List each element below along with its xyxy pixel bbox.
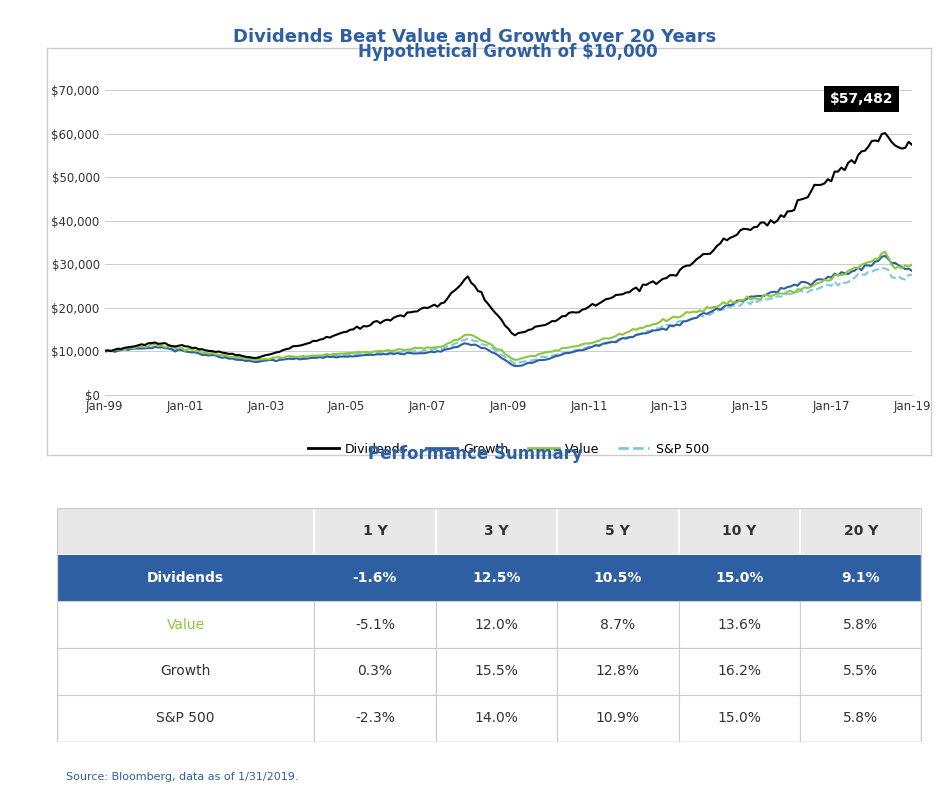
- Bar: [436, 601, 557, 648]
- Bar: [678, 508, 800, 555]
- Bar: [57, 601, 314, 648]
- Text: Dividends Beat Value and Growth over 20 Years: Dividends Beat Value and Growth over 20 …: [234, 28, 716, 46]
- Text: 5.8%: 5.8%: [844, 617, 879, 632]
- Bar: [800, 508, 922, 555]
- Bar: [57, 695, 314, 742]
- Text: 12.5%: 12.5%: [472, 571, 521, 585]
- Legend: Dividends, Growth, Value, S&P 500: Dividends, Growth, Value, S&P 500: [303, 438, 713, 460]
- Text: Source: Bloomberg, data as of 1/31/2019.: Source: Bloomberg, data as of 1/31/2019.: [66, 772, 299, 782]
- Title: Hypothetical Growth of $10,000: Hypothetical Growth of $10,000: [358, 44, 658, 61]
- Bar: [557, 648, 678, 695]
- Bar: [557, 508, 678, 555]
- Text: 20 Y: 20 Y: [844, 524, 878, 538]
- Text: 3 Y: 3 Y: [484, 524, 508, 538]
- Bar: [436, 555, 557, 601]
- Text: Value: Value: [166, 617, 204, 632]
- Text: 16.2%: 16.2%: [717, 664, 761, 679]
- Bar: [800, 648, 922, 695]
- Text: -1.6%: -1.6%: [352, 571, 397, 585]
- Bar: [557, 695, 678, 742]
- Bar: [678, 695, 800, 742]
- Bar: [436, 648, 557, 695]
- Text: 5.5%: 5.5%: [844, 664, 878, 679]
- Text: 5.8%: 5.8%: [844, 711, 879, 725]
- Text: -2.3%: -2.3%: [355, 711, 395, 725]
- Text: Performance Summary: Performance Summary: [368, 446, 582, 463]
- Text: 10.5%: 10.5%: [594, 571, 642, 585]
- Bar: [314, 601, 436, 648]
- Text: $57,482: $57,482: [829, 92, 893, 106]
- Bar: [57, 648, 314, 695]
- Text: 15.0%: 15.0%: [715, 571, 764, 585]
- Bar: [800, 601, 922, 648]
- Text: 5 Y: 5 Y: [605, 524, 630, 538]
- Text: 12.0%: 12.0%: [474, 617, 519, 632]
- Text: S&P 500: S&P 500: [157, 711, 215, 725]
- Text: 9.1%: 9.1%: [842, 571, 880, 585]
- Bar: [557, 555, 678, 601]
- Text: 10 Y: 10 Y: [722, 524, 756, 538]
- Bar: [314, 695, 436, 742]
- Text: 10.9%: 10.9%: [596, 711, 640, 725]
- Bar: [436, 695, 557, 742]
- Bar: [678, 601, 800, 648]
- Text: -5.1%: -5.1%: [355, 617, 395, 632]
- Text: 15.5%: 15.5%: [474, 664, 519, 679]
- Text: 12.8%: 12.8%: [596, 664, 640, 679]
- Text: 14.0%: 14.0%: [474, 711, 519, 725]
- Bar: [57, 555, 314, 601]
- Bar: [314, 508, 436, 555]
- Text: 1 Y: 1 Y: [363, 524, 388, 538]
- Bar: [678, 648, 800, 695]
- Text: 15.0%: 15.0%: [717, 711, 761, 725]
- Bar: [800, 555, 922, 601]
- Text: 0.3%: 0.3%: [357, 664, 392, 679]
- Text: 13.6%: 13.6%: [717, 617, 761, 632]
- Bar: [436, 508, 557, 555]
- Bar: [557, 601, 678, 648]
- Text: Growth: Growth: [161, 664, 211, 679]
- Bar: [57, 508, 314, 555]
- Text: 8.7%: 8.7%: [600, 617, 636, 632]
- Bar: [314, 555, 436, 601]
- Bar: [678, 555, 800, 601]
- Bar: [800, 695, 922, 742]
- Text: Dividends: Dividends: [147, 571, 224, 585]
- Bar: [314, 648, 436, 695]
